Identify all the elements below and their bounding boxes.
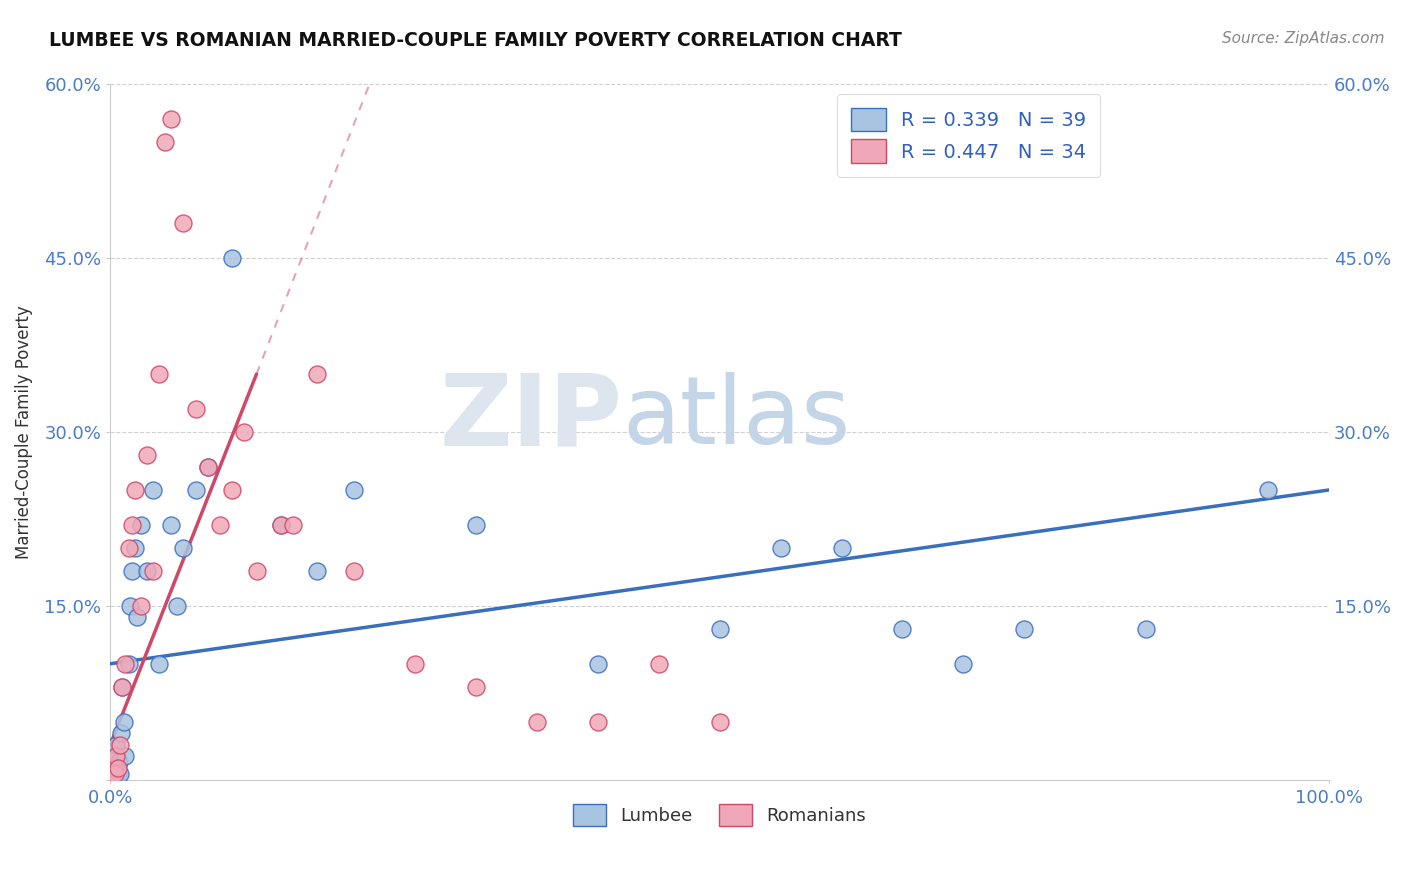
- Point: [270, 517, 292, 532]
- Point: [111, 680, 134, 694]
- Point: [709, 714, 731, 729]
- Point: [404, 657, 426, 671]
- Point: [114, 749, 136, 764]
- Point: [110, 726, 132, 740]
- Point: [142, 483, 165, 497]
- Point: [153, 136, 176, 150]
- Point: [709, 622, 731, 636]
- Point: [107, 761, 129, 775]
- Text: Source: ZipAtlas.com: Source: ZipAtlas.com: [1222, 31, 1385, 46]
- Point: [184, 401, 207, 416]
- Point: [107, 756, 129, 770]
- Point: [107, 767, 129, 781]
- Point: [769, 541, 792, 555]
- Point: [118, 599, 141, 613]
- Point: [108, 738, 131, 752]
- Point: [1014, 622, 1036, 636]
- Point: [124, 483, 146, 497]
- Point: [125, 610, 148, 624]
- Point: [952, 657, 974, 671]
- Text: LUMBEE VS ROMANIAN MARRIED-COUPLE FAMILY POVERTY CORRELATION CHART: LUMBEE VS ROMANIAN MARRIED-COUPLE FAMILY…: [49, 31, 903, 50]
- Point: [105, 749, 128, 764]
- Point: [104, 767, 127, 781]
- Point: [172, 541, 194, 555]
- Point: [129, 517, 152, 532]
- Point: [270, 517, 292, 532]
- Point: [526, 714, 548, 729]
- Point: [197, 459, 219, 474]
- Point: [129, 599, 152, 613]
- Point: [831, 541, 853, 555]
- Point: [108, 767, 131, 781]
- Point: [121, 564, 143, 578]
- Point: [586, 657, 609, 671]
- Point: [101, 767, 124, 781]
- Point: [647, 657, 669, 671]
- Point: [160, 517, 183, 532]
- Point: [343, 564, 366, 578]
- Point: [307, 367, 329, 381]
- Point: [891, 622, 914, 636]
- Y-axis label: Married-Couple Family Poverty: Married-Couple Family Poverty: [15, 305, 32, 559]
- Point: [245, 564, 267, 578]
- Point: [104, 749, 127, 764]
- Point: [307, 564, 329, 578]
- Point: [281, 517, 304, 532]
- Point: [464, 680, 486, 694]
- Point: [172, 217, 194, 231]
- Point: [148, 657, 170, 671]
- Point: [464, 517, 486, 532]
- Point: [103, 761, 125, 775]
- Point: [166, 599, 188, 613]
- Point: [101, 767, 124, 781]
- Point: [221, 251, 243, 265]
- Point: [114, 657, 136, 671]
- Point: [1135, 622, 1157, 636]
- Text: ZIP: ZIP: [439, 369, 621, 467]
- Point: [135, 448, 157, 462]
- Point: [117, 541, 139, 555]
- Point: [221, 483, 243, 497]
- Point: [197, 459, 219, 474]
- Point: [148, 367, 170, 381]
- Legend: Lumbee, Romanians: Lumbee, Romanians: [567, 797, 873, 833]
- Point: [105, 738, 128, 752]
- Point: [233, 425, 256, 439]
- Point: [121, 517, 143, 532]
- Text: atlas: atlas: [621, 372, 851, 464]
- Point: [103, 761, 125, 775]
- Point: [184, 483, 207, 497]
- Point: [112, 714, 135, 729]
- Point: [1257, 483, 1279, 497]
- Point: [160, 112, 183, 127]
- Point: [135, 564, 157, 578]
- Point: [142, 564, 165, 578]
- Point: [117, 657, 139, 671]
- Point: [208, 517, 231, 532]
- Point: [124, 541, 146, 555]
- Point: [343, 483, 366, 497]
- Point: [111, 680, 134, 694]
- Point: [586, 714, 609, 729]
